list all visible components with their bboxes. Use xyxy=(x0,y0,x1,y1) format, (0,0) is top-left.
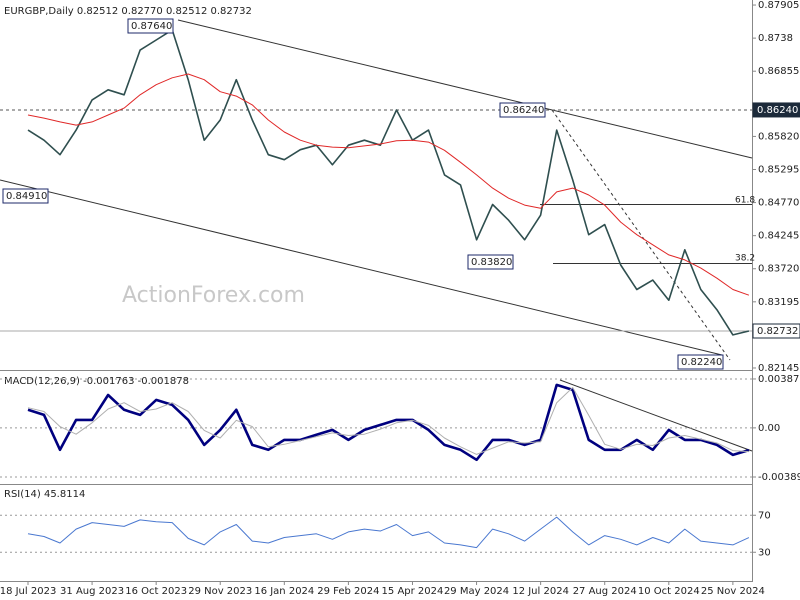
channel-lower xyxy=(0,179,723,356)
annotation-label: 0.86240 xyxy=(503,105,544,116)
y-tick-label: 0.84770 xyxy=(758,198,799,209)
rsi-title: RSI(14) 45.8114 xyxy=(4,489,85,500)
y-tick-label: 0.83195 xyxy=(758,297,799,308)
annotation-label: 0.84910 xyxy=(6,191,47,202)
x-tick-label: 31 Aug 2023 xyxy=(60,586,124,597)
series-line xyxy=(27,387,749,455)
x-tick-label: 18 Jul 2023 xyxy=(0,586,56,597)
x-tick-label: 27 Aug 2024 xyxy=(573,586,637,597)
y-tick-label: 70 xyxy=(758,510,771,521)
macd-trendline xyxy=(559,379,753,452)
annotation-box xyxy=(677,354,724,370)
y-tick-label: 0.87905 xyxy=(758,0,799,11)
y-tick-label: 0.00 xyxy=(758,423,780,434)
annotation-box xyxy=(499,102,546,118)
x-tick-label: 25 Nov 2024 xyxy=(701,586,765,597)
x-tick-label: 15 Apr 2024 xyxy=(382,586,444,597)
annotation-box xyxy=(467,254,514,270)
y-tick-label: 0.84245 xyxy=(758,231,799,242)
x-tick-label: 29 Feb 2024 xyxy=(317,586,379,597)
x-tick-label: 29 May 2024 xyxy=(444,586,509,597)
x-tick-label: 16 Jan 2024 xyxy=(254,586,314,597)
y-tick-label: 0.85820 xyxy=(758,131,799,142)
macd-title: MACD(12,26,9) -0.001763 -0.001878 xyxy=(4,376,189,387)
y-tick-label: 0.86855 xyxy=(758,66,799,77)
y-tick-label: -0.003894 xyxy=(758,472,800,483)
annotation-box xyxy=(2,188,49,204)
series-line xyxy=(27,73,750,296)
annotation-box xyxy=(127,18,174,34)
y-tick-label: 0.85295 xyxy=(758,164,799,175)
x-tick-label: 16 Oct 2023 xyxy=(125,586,187,597)
level-box xyxy=(752,323,800,339)
x-tick-label: 29 Nov 2023 xyxy=(188,586,252,597)
y-tick-label: 0.83720 xyxy=(758,264,799,275)
annotation-label: 38.2 xyxy=(735,254,755,264)
level-label: 0.86240 xyxy=(757,105,798,116)
y-tick-label: 0.003878 xyxy=(758,374,800,385)
y-tick-label: 30 xyxy=(758,547,771,558)
annotation-label: 61.8 xyxy=(735,196,755,206)
annotation-label: 0.82240 xyxy=(681,357,722,368)
x-tick-label: 10 Oct 2024 xyxy=(638,586,700,597)
annotation-label: 0.83820 xyxy=(471,257,512,268)
annotation-label: 0.87640 xyxy=(131,21,172,32)
x-tick-label: 12 Jul 2024 xyxy=(512,586,569,597)
watermark: ActionForex.com xyxy=(122,283,305,308)
channel-upper xyxy=(177,19,753,159)
series-line xyxy=(27,383,750,462)
level-label: 0.82732 xyxy=(757,326,798,337)
y-tick-label: 0.8738 xyxy=(758,33,793,44)
series-line xyxy=(27,516,750,549)
level-box xyxy=(752,102,800,118)
y-tick-label: 0.82145 xyxy=(758,363,799,374)
series-line xyxy=(27,29,750,336)
chart-title: EURGBP,Daily 0.82512 0.82770 0.82512 0.8… xyxy=(4,6,252,17)
